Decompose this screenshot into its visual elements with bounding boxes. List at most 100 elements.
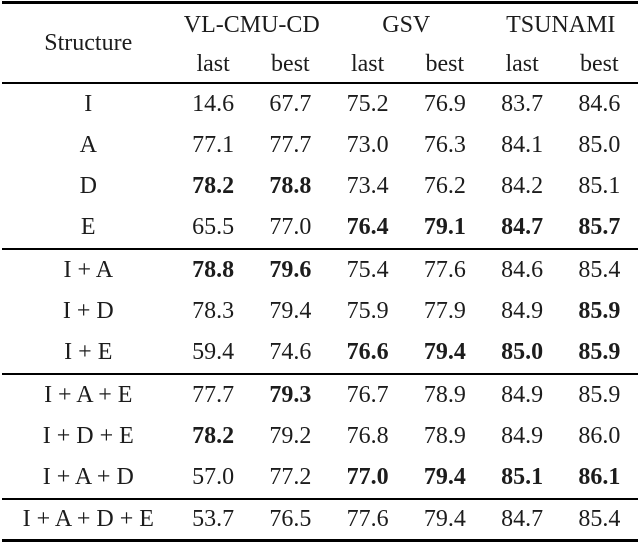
table-row: I + A + D + E 53.7 76.5 77.6 79.4 84.7 85.4 bbox=[2, 499, 638, 541]
value-cell: 78.9 bbox=[423, 382, 466, 408]
value-cell: 86.1 bbox=[578, 464, 621, 490]
structure-cell: I + A + E bbox=[44, 382, 133, 408]
value-cell: 77.2 bbox=[269, 464, 312, 490]
value-cell: 79.3 bbox=[269, 382, 312, 408]
value-cell: 77.6 bbox=[346, 506, 389, 532]
table-row: A 77.1 77.7 73.0 76.3 84.1 85.0 bbox=[2, 125, 638, 166]
value-cell: 76.3 bbox=[423, 132, 466, 158]
structure-cell: I + D + E bbox=[42, 423, 134, 449]
value-cell: 76.9 bbox=[423, 91, 466, 117]
group-header-tsunami: TSUNAMI bbox=[506, 11, 616, 38]
value-cell: 77.7 bbox=[269, 132, 312, 158]
value-cell: 76.2 bbox=[423, 173, 466, 199]
value-cell: 75.9 bbox=[346, 298, 389, 324]
structure-cell: I + A bbox=[63, 257, 114, 283]
table-section: I 14.6 67.7 75.2 76.9 83.7 84.6 A 77.1 77.7 73.0 76… bbox=[2, 83, 638, 249]
value-cell: 84.7 bbox=[501, 214, 544, 240]
value-cell: 85.9 bbox=[578, 339, 621, 365]
value-cell: 79.4 bbox=[423, 339, 466, 365]
value-cell: 78.2 bbox=[192, 173, 235, 199]
table-row: I 14.6 67.7 75.2 76.9 83.7 84.6 bbox=[2, 83, 638, 125]
value-cell: 78.2 bbox=[192, 423, 235, 449]
value-cell: 76.6 bbox=[346, 339, 389, 365]
header-sub-row: last best last best last best bbox=[2, 46, 638, 83]
structure-cell: I + E bbox=[64, 339, 113, 365]
value-cell: 75.2 bbox=[346, 91, 389, 117]
subheader-tsunami-last: last bbox=[505, 50, 539, 77]
value-cell: 77.1 bbox=[192, 132, 235, 158]
value-cell: 79.6 bbox=[269, 257, 312, 283]
subheader-tsunami-best: best bbox=[580, 50, 619, 77]
structure-cell: E bbox=[80, 214, 96, 240]
value-cell: 79.4 bbox=[269, 298, 312, 324]
value-cell: 79.4 bbox=[423, 506, 466, 532]
value-cell: 65.5 bbox=[192, 214, 235, 240]
value-cell: 79.4 bbox=[423, 464, 466, 490]
table-row: E 65.5 77.0 76.4 79.1 84.7 85.7 bbox=[2, 207, 638, 249]
value-cell: 85.4 bbox=[578, 257, 621, 283]
value-cell: 85.0 bbox=[501, 339, 544, 365]
value-cell: 79.1 bbox=[423, 214, 466, 240]
value-cell: 76.4 bbox=[346, 214, 389, 240]
table-row: I + D + E 78.2 79.2 76.8 78.9 84.9 86.0 bbox=[2, 416, 638, 457]
value-cell: 84.1 bbox=[501, 132, 544, 158]
table-row: I + A + D 57.0 77.2 77.0 79.4 85.1 86.1 bbox=[2, 457, 638, 499]
value-cell: 53.7 bbox=[192, 506, 235, 532]
value-cell: 78.8 bbox=[269, 173, 312, 199]
value-cell: 77.6 bbox=[423, 257, 466, 283]
value-cell: 76.8 bbox=[346, 423, 389, 449]
structure-cell: I + A + D + E bbox=[22, 506, 154, 532]
value-cell: 73.0 bbox=[346, 132, 389, 158]
value-cell: 84.2 bbox=[501, 173, 544, 199]
table-header: Structure VL-CMU-CD GSV TSUNAMI last bes… bbox=[2, 3, 638, 83]
table-row: I + A + E 77.7 79.3 76.7 78.9 84.9 85.9 bbox=[2, 374, 638, 416]
table-section: I + A + E 77.7 79.3 76.7 78.9 84.9 85.9 I + D +… bbox=[2, 374, 638, 499]
value-cell: 84.9 bbox=[501, 423, 544, 449]
value-cell: 85.9 bbox=[578, 382, 621, 408]
value-cell: 83.7 bbox=[501, 91, 544, 117]
value-cell: 84.6 bbox=[501, 257, 544, 283]
group-header-vl-cmu-cd: VL-CMU-CD bbox=[183, 11, 320, 38]
value-cell: 77.7 bbox=[192, 382, 235, 408]
value-cell: 74.6 bbox=[269, 339, 312, 365]
value-cell: 75.4 bbox=[346, 257, 389, 283]
value-cell: 57.0 bbox=[192, 464, 235, 490]
table-section: I + A 78.8 79.6 75.4 77.6 84.6 85.4 I + D 78.3 79… bbox=[2, 249, 638, 374]
value-cell: 84.7 bbox=[501, 506, 544, 532]
table-row: D 78.2 78.8 73.4 76.2 84.2 85.1 bbox=[2, 166, 638, 207]
header-group-row: Structure VL-CMU-CD GSV TSUNAMI bbox=[2, 3, 638, 56]
value-cell: 67.7 bbox=[269, 91, 312, 117]
value-cell: 59.4 bbox=[192, 339, 235, 365]
value-cell: 85.0 bbox=[578, 132, 621, 158]
value-cell: 73.4 bbox=[346, 173, 389, 199]
value-cell: 78.8 bbox=[192, 257, 235, 283]
structure-cell: D bbox=[79, 173, 97, 199]
structure-cell: A bbox=[79, 132, 97, 158]
value-cell: 84.9 bbox=[501, 382, 544, 408]
value-cell: 78.3 bbox=[192, 298, 235, 324]
value-cell: 84.9 bbox=[501, 298, 544, 324]
value-cell: 14.6 bbox=[192, 91, 235, 117]
table-row: I + D 78.3 79.4 75.9 77.9 84.9 85.9 bbox=[2, 291, 638, 332]
structure-cell: I + D bbox=[62, 298, 114, 324]
structure-column-header: Structure bbox=[44, 29, 133, 56]
structure-cell: I + A + D bbox=[42, 464, 134, 490]
value-cell: 78.9 bbox=[423, 423, 466, 449]
subheader-vl-cmu-cd-best: best bbox=[271, 50, 310, 77]
value-cell: 76.7 bbox=[346, 382, 389, 408]
subheader-gsv-last: last bbox=[350, 50, 385, 77]
subheader-gsv-best: best bbox=[425, 50, 465, 77]
table-row: I + E 59.4 74.6 76.6 79.4 85.0 85.9 bbox=[2, 332, 638, 374]
value-cell: 85.9 bbox=[578, 298, 621, 324]
value-cell: 77.0 bbox=[269, 214, 312, 240]
value-cell: 76.5 bbox=[269, 506, 312, 532]
value-cell: 84.6 bbox=[578, 91, 621, 117]
value-cell: 85.1 bbox=[578, 173, 621, 199]
subheader-vl-cmu-cd-last: last bbox=[196, 50, 230, 77]
group-header-gsv: GSV bbox=[382, 11, 431, 38]
value-cell: 85.4 bbox=[578, 506, 621, 532]
value-cell: 77.9 bbox=[423, 298, 466, 324]
structure-cell: I bbox=[84, 91, 93, 117]
value-cell: 85.1 bbox=[501, 464, 544, 490]
